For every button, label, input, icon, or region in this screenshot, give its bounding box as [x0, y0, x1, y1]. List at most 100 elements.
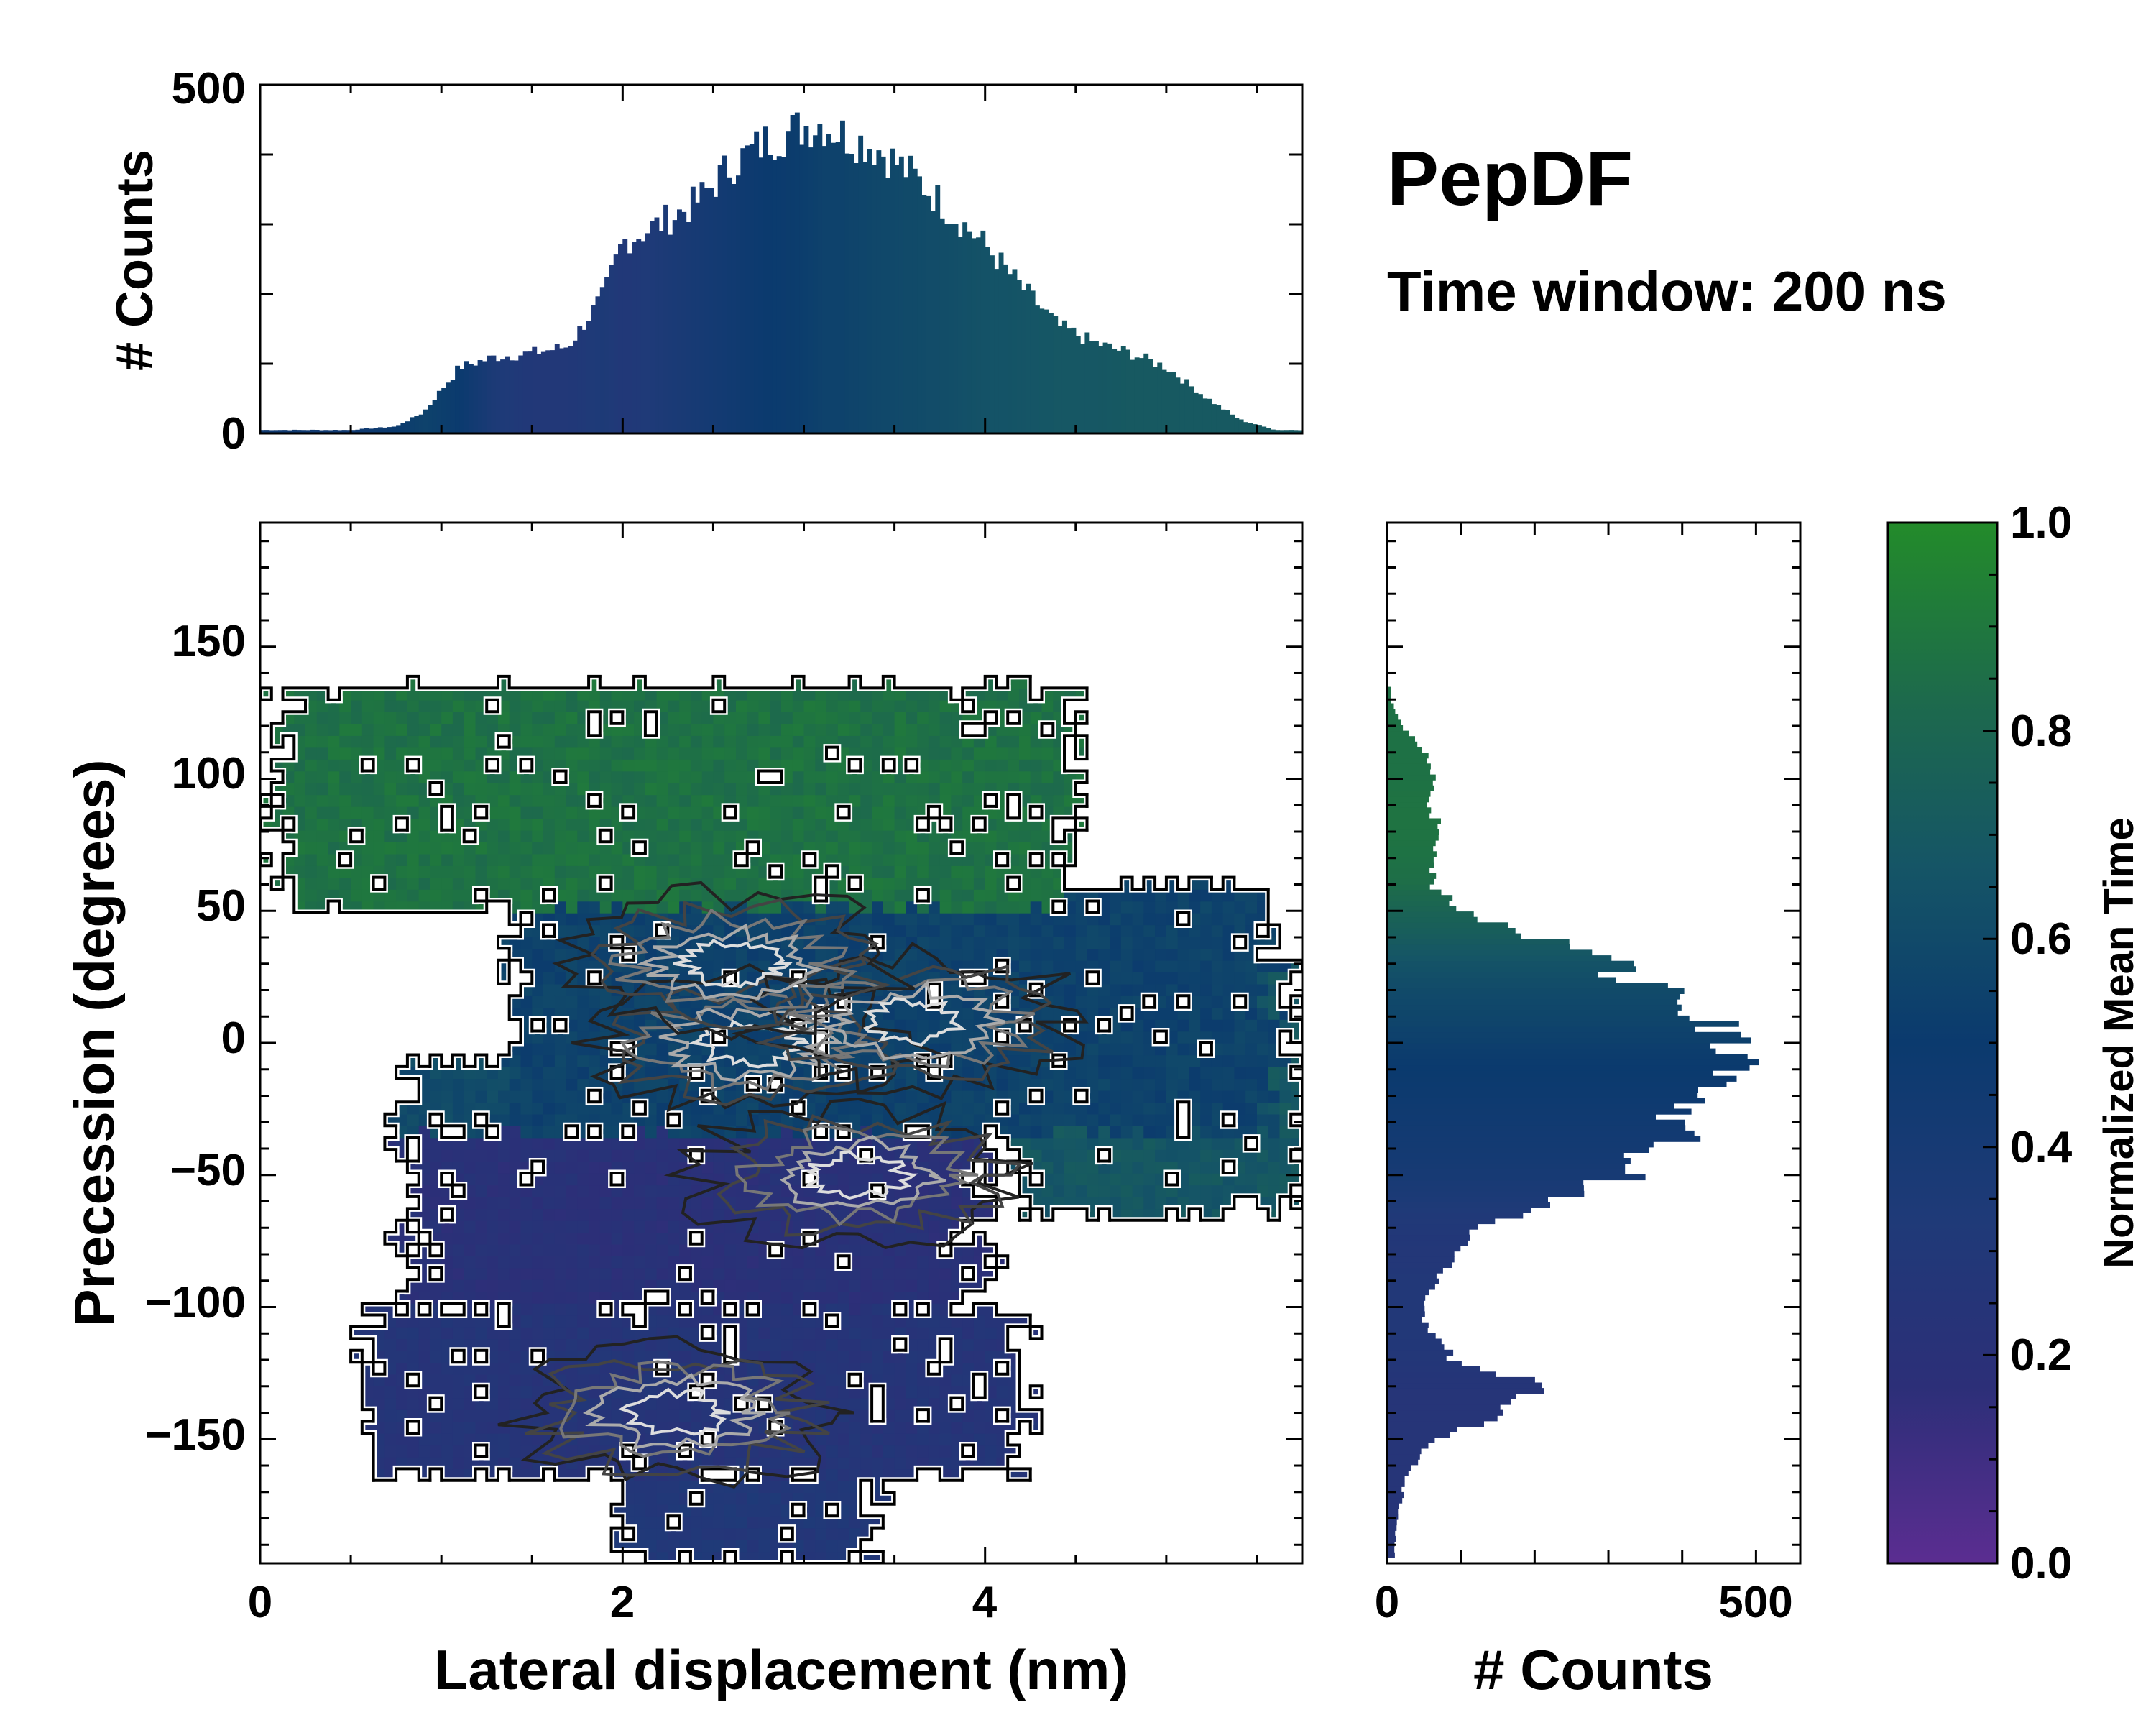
heatmap-cell	[939, 723, 952, 736]
heatmap-cell	[656, 1243, 669, 1256]
heatmap-cell	[634, 1243, 646, 1256]
heatmap-cell	[645, 1338, 658, 1351]
right-histogram-bar	[1387, 1010, 1678, 1016]
heatmap-cell	[543, 806, 556, 819]
top-histogram-bar	[849, 154, 854, 433]
heatmap-cell	[656, 1315, 669, 1328]
top-histogram-bar	[1143, 353, 1149, 433]
heatmap-cell	[1008, 901, 1020, 914]
heatmap-cell	[872, 877, 884, 890]
heatmap-cell	[690, 699, 703, 712]
heatmap-cell	[656, 1149, 669, 1162]
heatmap-cell	[1234, 1054, 1246, 1067]
heatmap-cell	[872, 1338, 884, 1351]
top-histogram-bar	[495, 361, 501, 433]
heatmap-cell	[860, 1445, 872, 1458]
heatmap-cell	[1087, 1126, 1099, 1138]
heatmap-cell	[622, 759, 635, 772]
heatmap-cell	[430, 1338, 442, 1351]
heatmap-cell	[532, 1113, 544, 1126]
heatmap-cell	[1098, 1102, 1110, 1115]
heatmap-cell	[826, 699, 839, 712]
heatmap-cell	[441, 1374, 453, 1386]
heatmap-cell	[860, 1315, 872, 1328]
heatmap-cell	[985, 1326, 998, 1340]
heatmap-cell	[747, 818, 760, 831]
top-histogram-bar	[428, 405, 433, 433]
heatmap-cell	[928, 842, 941, 855]
heatmap-cell	[316, 818, 329, 831]
top-histogram-bar	[880, 156, 886, 433]
right-histogram-bar	[1387, 736, 1415, 742]
heatmap-cell	[747, 1527, 760, 1540]
top-histogram-bar	[745, 145, 750, 433]
heatmap-cell	[803, 770, 816, 783]
right-histogram-bar	[1387, 1043, 1710, 1049]
heatmap-cell	[407, 712, 420, 724]
heatmap-cell	[554, 1043, 567, 1056]
heatmap-cell	[906, 1090, 918, 1103]
heatmap-cell	[906, 1256, 918, 1269]
heatmap-cell	[589, 901, 601, 914]
heatmap-cell	[962, 1113, 975, 1126]
heatmap-cell	[815, 1540, 827, 1552]
heatmap-cell	[509, 1102, 522, 1115]
top-histogram-bar	[1139, 358, 1144, 433]
top-histogram-bar	[332, 430, 338, 433]
heatmap-cell	[1019, 1126, 1031, 1138]
heatmap-cell	[577, 1421, 589, 1434]
top-histogram-bar	[346, 430, 351, 433]
heatmap-cell	[701, 1208, 714, 1221]
right-histogram-bar	[1387, 1420, 1484, 1427]
heatmap-cell	[498, 1374, 510, 1386]
top-histogram-bar	[632, 242, 637, 433]
heatmap-cell	[509, 1279, 522, 1292]
top-histogram-bar	[310, 429, 315, 433]
right-histogram-bar	[1387, 1366, 1480, 1372]
right-histogram-bar	[1387, 1382, 1542, 1389]
heatmap-cell	[883, 818, 895, 831]
heatmap-cell	[679, 842, 691, 855]
heatmap-cell	[951, 1090, 963, 1103]
heatmap-cell	[1075, 924, 1088, 937]
heatmap-cell	[396, 865, 408, 878]
heatmap-cell	[577, 1279, 589, 1292]
heatmap-cell	[690, 1516, 703, 1529]
heatmap-cell	[430, 1149, 442, 1162]
top-histogram-bar	[650, 221, 655, 433]
heatmap-cell	[815, 948, 827, 961]
heatmap-cell	[1053, 936, 1065, 949]
heatmap-cell	[532, 1220, 544, 1233]
heatmap-cell	[509, 1196, 522, 1210]
heatmap-cell	[520, 723, 533, 736]
heatmap-cell	[543, 1113, 556, 1126]
heatmap-cell	[475, 1208, 487, 1221]
heatmap-cell	[509, 1397, 522, 1410]
heatmap-cell	[407, 842, 420, 855]
heatmap-cell	[656, 1409, 669, 1422]
top-histogram-bar	[1148, 359, 1153, 433]
heatmap-cell	[872, 712, 884, 724]
heatmap-cell	[758, 1527, 770, 1540]
heatmap-cell	[520, 794, 533, 807]
heatmap-cell	[1087, 1184, 1099, 1197]
heatmap-cell	[894, 723, 907, 736]
heatmap-cell	[316, 759, 329, 772]
top-histogram-bar	[359, 428, 365, 433]
right-histogram-bar	[1387, 1349, 1454, 1356]
heatmap-cell	[316, 829, 329, 842]
heatmap-cell	[1019, 1054, 1031, 1067]
heatmap-cell	[1064, 983, 1077, 996]
heatmap-cell	[464, 1326, 476, 1340]
heatmap-cell	[554, 699, 567, 712]
heatmap-cell	[589, 1054, 601, 1067]
heatmap-cell	[316, 806, 329, 819]
heatmap-cell	[305, 889, 318, 902]
heatmap-cell	[679, 853, 691, 866]
right-histogram-bar	[1387, 1059, 1759, 1066]
heatmap-cell	[996, 936, 1008, 949]
heatmap-cell	[1222, 960, 1235, 972]
heatmap-cell	[770, 723, 782, 736]
right-histogram-bar	[1387, 1229, 1470, 1236]
heatmap-cell	[781, 842, 793, 855]
